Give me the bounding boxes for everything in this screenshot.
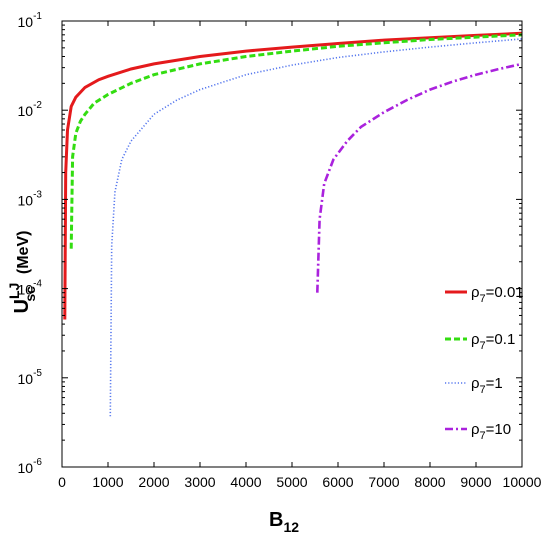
series-layer: [63, 31, 523, 417]
series-line-2: [69, 33, 523, 249]
ticks-layer: 0 1000 2000 3000 4000 5000 6000 7000 8000 9000 100…: [18, 11, 542, 490]
y-axis-title-unit: (MeV): [15, 231, 32, 275]
x-tick-label: 4000: [230, 474, 261, 490]
y-tick-label: 10-5: [18, 368, 43, 387]
x-tick-label: 9000: [460, 474, 491, 490]
series-line-3: [109, 38, 523, 417]
x-tick-label: 2000: [138, 474, 169, 490]
x-tick-label: 3000: [184, 474, 215, 490]
y-axis-title-main: U: [11, 299, 33, 313]
x-tick-label: 5000: [276, 474, 307, 490]
x-tick-label: 1000: [92, 474, 123, 490]
legend: ρ7=0.01 ρ7=0.1 ρ7=1 ρ7=10: [445, 284, 524, 442]
y-tick-label: 10-1: [18, 11, 43, 30]
y-tick-label: 10-3: [18, 189, 43, 208]
y-axis-title-sub: sc: [22, 286, 38, 302]
x-tick-label: 6000: [322, 474, 353, 490]
x-tick-label: 8000: [414, 474, 445, 490]
legend-label-2: ρ7=0.1: [471, 331, 515, 352]
legend-label-4: ρ7=10: [471, 421, 511, 442]
y-axis-title: ULJsc (MeV): [6, 231, 38, 314]
y-tick-label: 10-6: [18, 457, 43, 476]
x-axis-title-sub: 12: [283, 519, 299, 535]
x-tick-label: 7000: [368, 474, 399, 490]
y-axis-title-sup: LJ: [6, 283, 22, 299]
x-axis-title-main: B: [269, 509, 283, 531]
series-line-1: [63, 31, 523, 320]
legend-label-3: ρ7=1: [471, 375, 503, 396]
x-tick-label: 10000: [503, 474, 542, 490]
plot-area-frame: [61, 20, 523, 468]
y-tick-label: 10-2: [18, 100, 43, 119]
series-line-4: [316, 62, 523, 293]
y-tick-label: 10-4: [18, 279, 43, 298]
x-tick-label: 0: [58, 474, 66, 490]
legend-label-1: ρ7=0.01: [471, 284, 524, 305]
x-axis-title: B12: [269, 509, 299, 535]
